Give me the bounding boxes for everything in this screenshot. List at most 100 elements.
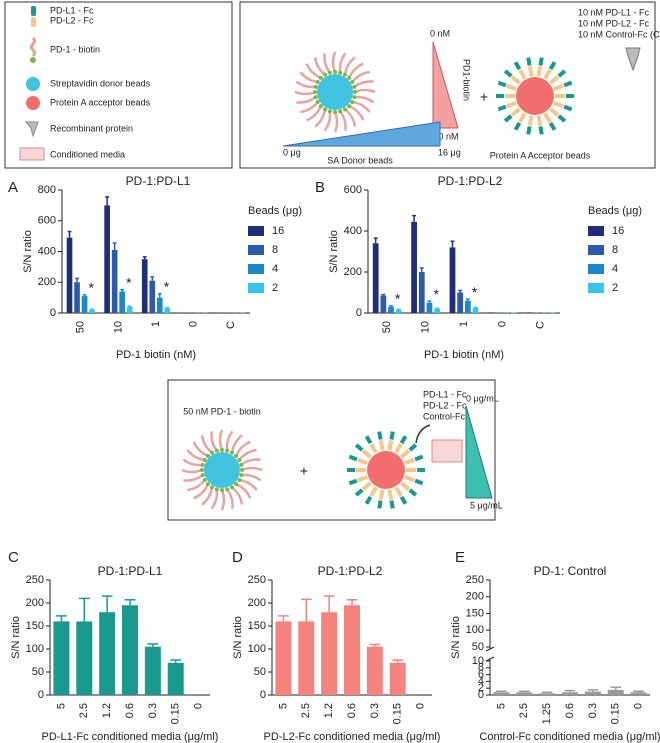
y-axis-title: S/N ratio [10, 616, 22, 659]
streptavidin [237, 478, 242, 482]
legend-swatch [248, 245, 264, 255]
bar [104, 205, 110, 313]
arrow [415, 424, 431, 444]
fc-protein [400, 481, 411, 491]
media-label: Control-Fc [423, 411, 466, 421]
x-tick-label: 0 [188, 321, 200, 327]
bar [380, 295, 387, 313]
bar [53, 621, 70, 695]
fc-protein [557, 114, 567, 123]
streptavidin [220, 488, 224, 492]
fc-protein [526, 126, 532, 135]
chart: B PD-1:PD-L2 S/N ratio PD-1 biotin (nM) 0 200… [315, 174, 642, 361]
x-axis-title: PD-L2-Fc conditioned media (μg/ml) [264, 731, 441, 743]
triangle [282, 121, 441, 147]
x-tick-label: 0.3 [147, 703, 159, 718]
donor-bead [317, 74, 353, 110]
protein-label: 10 nM PD-L2 - Fc [578, 18, 650, 28]
bar [111, 249, 118, 313]
fc-protein [361, 449, 372, 459]
x-tick-label: 1.25 [541, 703, 553, 724]
bar [372, 243, 379, 313]
x-tick-label: 0.6 [346, 703, 358, 718]
fc-protein [527, 66, 534, 77]
media-label: PD-L2 - Fc [423, 400, 467, 410]
fc-protein [563, 104, 573, 112]
fc-protein [538, 57, 544, 66]
fc-protein [510, 107, 521, 117]
x-tick-label: 50 [75, 321, 87, 333]
bar [126, 306, 133, 313]
fc-protein [378, 489, 385, 500]
fc-protein [404, 474, 415, 483]
y-tick-label: 100 [466, 624, 484, 636]
streptavidin [240, 468, 244, 472]
y-axis-title: S/N ratio [22, 230, 34, 273]
diagram-bottom: 50 nM PD-1 - biotin + PD-L1 - Fc PD-L2 -… [183, 389, 502, 510]
y-tick-label: 50 [254, 666, 266, 678]
fc-protein [399, 435, 408, 445]
y-tick-label: 6 [478, 669, 484, 681]
streptavidin [318, 104, 323, 109]
donor-label: 50 nM PD-1 - biotin [183, 406, 261, 416]
fc-protein [510, 75, 521, 85]
fc-protein [548, 61, 557, 71]
legend-label: 4 [612, 263, 618, 275]
x-axis-title: PD-1 biotin (nM) [424, 349, 504, 361]
x-tick-label: 0.3 [369, 703, 381, 718]
pipette [625, 47, 641, 72]
chart: D PD-1:PD-L2 S/N ratio PD-L2-Fc conditioned… [232, 549, 441, 743]
streptavidin [333, 70, 337, 74]
x-tick-label: 5 [277, 703, 289, 709]
acceptor-bead [516, 77, 554, 115]
y-tick-label: 100 [248, 643, 266, 655]
media-box [431, 439, 463, 463]
annotation: * [89, 280, 95, 296]
donor-end: 16 μg [438, 147, 461, 157]
streptavidin [210, 450, 214, 455]
legend-swatch [588, 283, 604, 293]
fc-protein [503, 69, 513, 78]
bar [321, 612, 338, 695]
fc-protein [394, 443, 403, 454]
streptavidin [338, 70, 343, 75]
annotation: * [164, 278, 170, 294]
legend-swatch [588, 264, 604, 274]
legend-title: Beads (μg) [588, 205, 642, 217]
legend-item: Recombinant protein [50, 123, 133, 133]
streptavidin [200, 473, 205, 478]
legend-item: PD-L2 - Fc [50, 15, 94, 25]
fc-protein [378, 440, 385, 451]
y-axis-title: S/N ratio [328, 230, 340, 273]
bar [584, 691, 601, 695]
donor-bead [204, 452, 240, 488]
legend-swatch [248, 283, 264, 293]
bar [607, 689, 624, 695]
streptavidin [234, 453, 239, 458]
legend-swatch [248, 226, 264, 236]
bar [562, 692, 578, 695]
fc-protein [408, 443, 418, 452]
legend-label: 8 [272, 244, 278, 256]
y-tick-label: 250 [248, 574, 266, 586]
bar [149, 280, 156, 313]
bar [418, 272, 425, 313]
streptavidin [347, 75, 352, 80]
chart-title: PD-1:PD-L1 [126, 174, 191, 188]
x-tick-label: 2.5 [78, 703, 90, 718]
x-tick-label: 1 [150, 321, 162, 327]
x-tick-label: 1.2 [101, 703, 113, 718]
bar [74, 282, 80, 313]
bar [66, 237, 73, 313]
x-tick-label: 0 [414, 703, 426, 709]
fc-protein [549, 107, 560, 117]
bar [122, 605, 138, 695]
chart: C PD-1:PD-L1 S/N ratio PD-L1-Fc conditioned… [8, 549, 218, 743]
fc-protein [513, 61, 522, 71]
x-axis-title: PD-1 biotin (nM) [116, 349, 196, 361]
streptavidin [313, 95, 318, 100]
fc-protein [408, 488, 418, 497]
streptavidin [234, 482, 239, 487]
fc-protein [543, 69, 552, 80]
x-tick-label: 10 [112, 321, 124, 333]
